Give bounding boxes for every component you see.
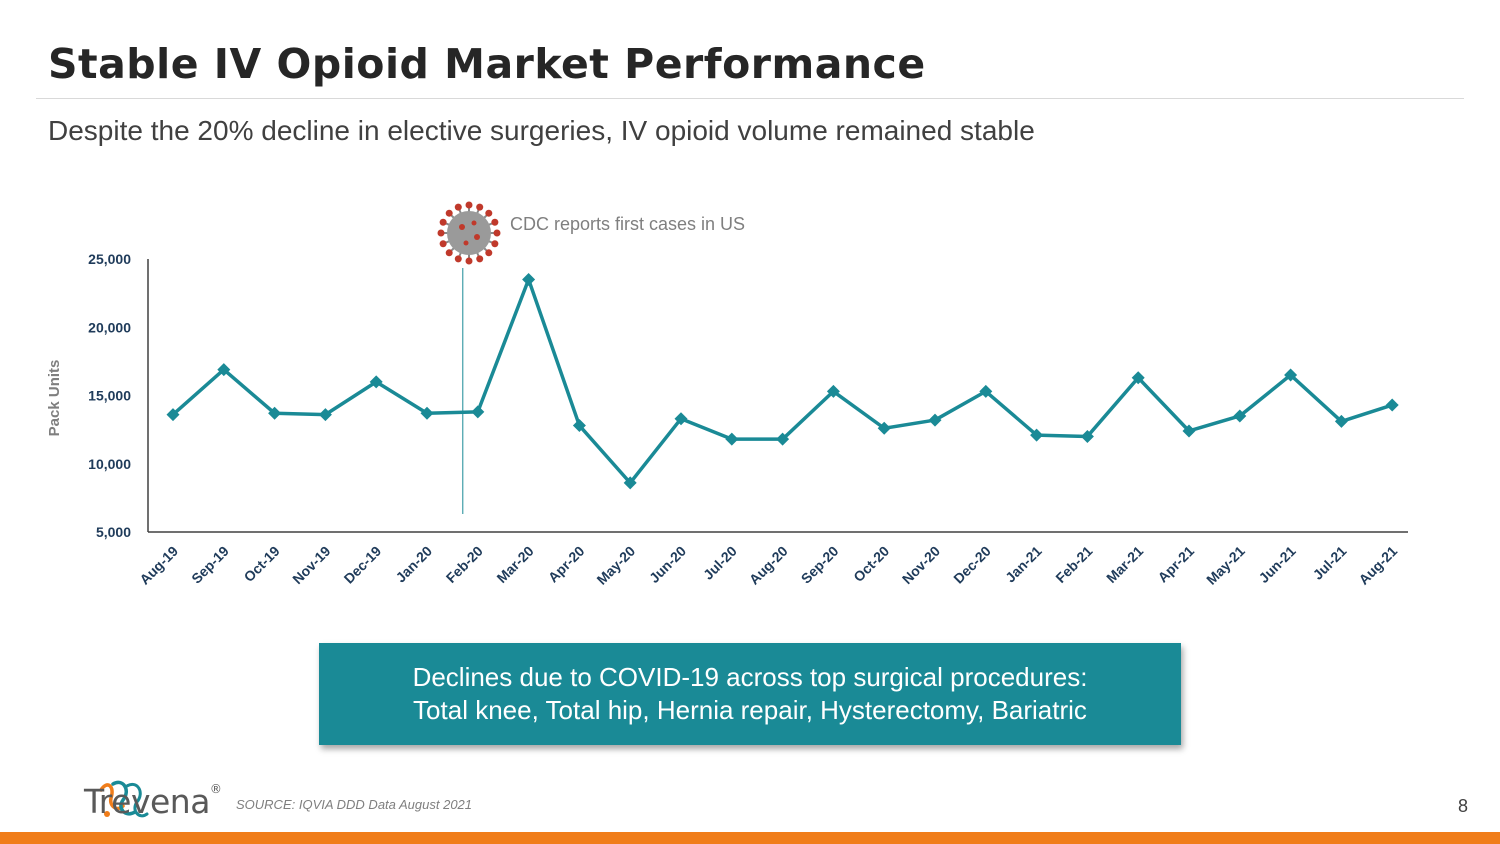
x-tick-label: Oct-19 [241,543,283,585]
x-tick-label: Nov-20 [899,543,943,587]
data-point [166,408,180,422]
data-point [776,432,790,446]
x-tick-label: Dec-19 [341,543,385,587]
data-point [674,412,688,426]
x-tick-label: Mar-21 [1103,543,1146,586]
callout-line-1: Declines due to COVID-19 across top surg… [412,662,1088,692]
x-tick-label: Feb-20 [443,543,486,586]
series-line [171,277,1393,485]
logo-name: Trevena [84,782,210,821]
x-tick-label: Aug-21 [1355,543,1400,588]
x-tick-label: May-20 [593,543,638,588]
x-tick-label: Jun-21 [1255,543,1298,586]
x-tick-label: Jul-20 [700,543,740,583]
data-point [826,384,840,398]
x-tick-label: Jan-21 [1002,543,1045,586]
y-tick-label: 15,000 [88,388,131,404]
data-point [1080,429,1094,443]
slide-subtitle: Despite the 20% decline in elective surg… [48,115,1035,146]
trevena-logo-icon [99,780,149,818]
data-point [877,421,891,435]
data-point [1131,371,1145,385]
data-point [979,384,993,398]
x-tick-label: Dec-20 [950,543,994,587]
x-tick-label: Jun-20 [646,543,689,586]
data-point [318,408,332,422]
data-point [1385,398,1399,412]
logo-wordmark: Trevena® [84,782,222,821]
y-tick-label: 10,000 [88,456,131,472]
data-point [572,419,586,433]
x-tick-label: Oct-20 [850,543,892,585]
data-point [268,406,282,420]
data-point [471,405,485,419]
x-tick-label: Aug-20 [746,543,791,588]
data-point [1334,414,1348,428]
title-divider [36,98,1464,99]
y-axis-title: Pack Units [46,360,63,437]
x-tick-label: Aug-19 [136,543,181,588]
footer-accent-bar [0,832,1500,844]
x-tick-label: Jan-20 [392,543,435,586]
data-point [217,363,231,377]
x-tick-label: Mar-20 [493,543,536,586]
covid-callout-box: Declines due to COVID-19 across top surg… [319,643,1181,745]
annotation-text: CDC reports first cases in US [510,214,745,234]
data-point [1030,428,1044,442]
x-tick-label: Apr-21 [1154,543,1197,586]
data-point [1182,424,1196,438]
callout-line-2: Total knee, Total hip, Hernia repair, Hy… [413,695,1087,725]
data-point [928,413,942,427]
data-point [725,432,739,446]
data-point [1284,368,1298,382]
x-tick-label: Jul-21 [1310,543,1350,583]
data-point [420,406,434,420]
slide-title: Stable IV Opioid Market Performance [48,40,926,88]
x-tick-label: May-21 [1203,543,1248,588]
y-tick-label: 5,000 [96,524,131,540]
y-tick-label: 20,000 [88,319,131,335]
logo-registered: ® [209,782,222,796]
x-tick-label: Nov-19 [289,543,333,587]
source-note: SOURCE: IQVIA DDD Data August 2021 [236,797,473,812]
page-number: 8 [1457,796,1468,816]
x-tick-label: Sep-20 [798,543,842,587]
x-tick-label: Apr-20 [545,543,588,586]
x-tick-label: Sep-19 [188,543,232,587]
data-point [1233,409,1247,423]
data-point [369,375,383,389]
coronavirus-icon [437,201,501,265]
y-tick-label: 25,000 [88,251,131,267]
data-point [623,476,637,490]
x-tick-label: Feb-21 [1052,543,1095,586]
data-point [522,272,536,286]
